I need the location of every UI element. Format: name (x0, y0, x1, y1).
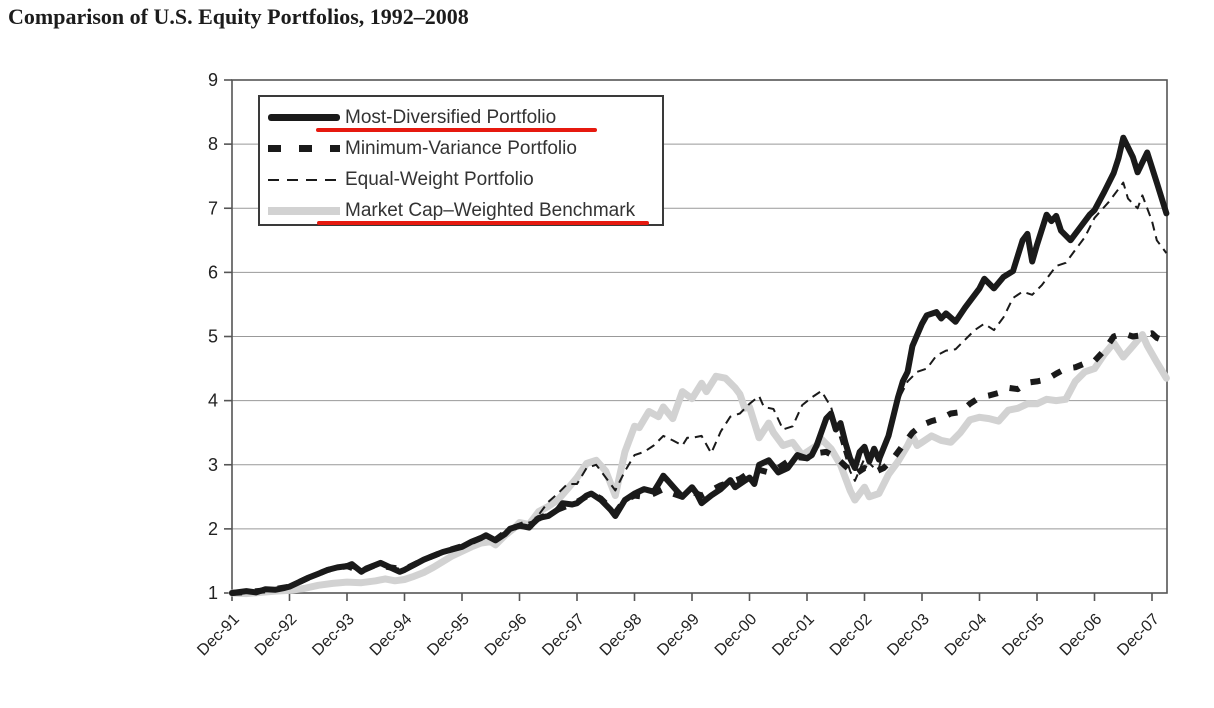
y-tick-label: 4 (208, 391, 218, 411)
legend-item-market-cap-benchmark: Market Cap–Weighted Benchmark (268, 195, 662, 226)
legend-label: Most-Diversified Portfolio (345, 106, 557, 128)
x-tick-label: Dec-00 (712, 611, 761, 660)
x-tick-label: Dec-94 (367, 611, 416, 660)
y-tick-label: 3 (208, 455, 218, 475)
x-tick-label: Dec-04 (942, 611, 991, 660)
x-tick-label: Dec-99 (654, 611, 703, 660)
y-tick-label: 5 (208, 327, 218, 347)
y-tick-label: 9 (208, 70, 218, 90)
dashed-thin-line-swatch (268, 178, 340, 181)
solid-gray-line-swatch (268, 206, 340, 215)
x-tick-label: Dec-91 (194, 611, 243, 660)
x-tick-label: Dec-07 (1114, 611, 1163, 660)
legend-label: Market Cap–Weighted Benchmark (345, 199, 636, 221)
x-tick-label: Dec-92 (252, 611, 301, 660)
legend-label: Minimum-Variance Portfolio (345, 137, 577, 159)
series-line-minimum-variance-portfolio (231, 330, 1168, 596)
y-tick-label: 2 (208, 519, 218, 539)
x-tick-label: Dec-06 (1057, 611, 1106, 660)
legend: Most-Diversified Portfolio Minimum-Varia… (258, 95, 664, 226)
x-tick-label: Dec-95 (424, 611, 473, 660)
x-tick-label: Dec-01 (769, 611, 818, 660)
x-tick-label: Dec-96 (482, 611, 531, 660)
y-tick-label: 8 (208, 134, 218, 154)
x-tick-label: Dec-98 (597, 611, 646, 660)
y-tick-label: 1 (208, 583, 218, 603)
legend-item-equal-weight: Equal-Weight Portfolio (268, 164, 662, 195)
x-tick-label: Dec-02 (827, 611, 876, 660)
legend-label: Equal-Weight Portfolio (345, 168, 534, 190)
legend-item-most-diversified: Most-Diversified Portfolio (268, 102, 662, 133)
x-tick-label: Dec-03 (884, 611, 933, 660)
solid-thick-line-swatch (268, 114, 340, 121)
y-tick-label: 6 (208, 262, 218, 282)
series-line-most-diversified-portfolio (229, 134, 1170, 596)
dashed-thick-line-swatch (268, 145, 340, 152)
legend-underline (317, 221, 649, 225)
x-tick-label: Dec-93 (309, 611, 358, 660)
legend-underline (316, 128, 597, 132)
x-tick-label: Dec-97 (539, 611, 588, 660)
legend-item-minimum-variance: Minimum-Variance Portfolio (268, 133, 662, 164)
series-line-market-cap-weighted-benchmark (228, 331, 1170, 598)
chart-title: Comparison of U.S. Equity Portfolios, 19… (8, 4, 469, 29)
y-tick-label: 7 (208, 198, 218, 218)
x-tick-label: Dec-05 (999, 611, 1048, 660)
